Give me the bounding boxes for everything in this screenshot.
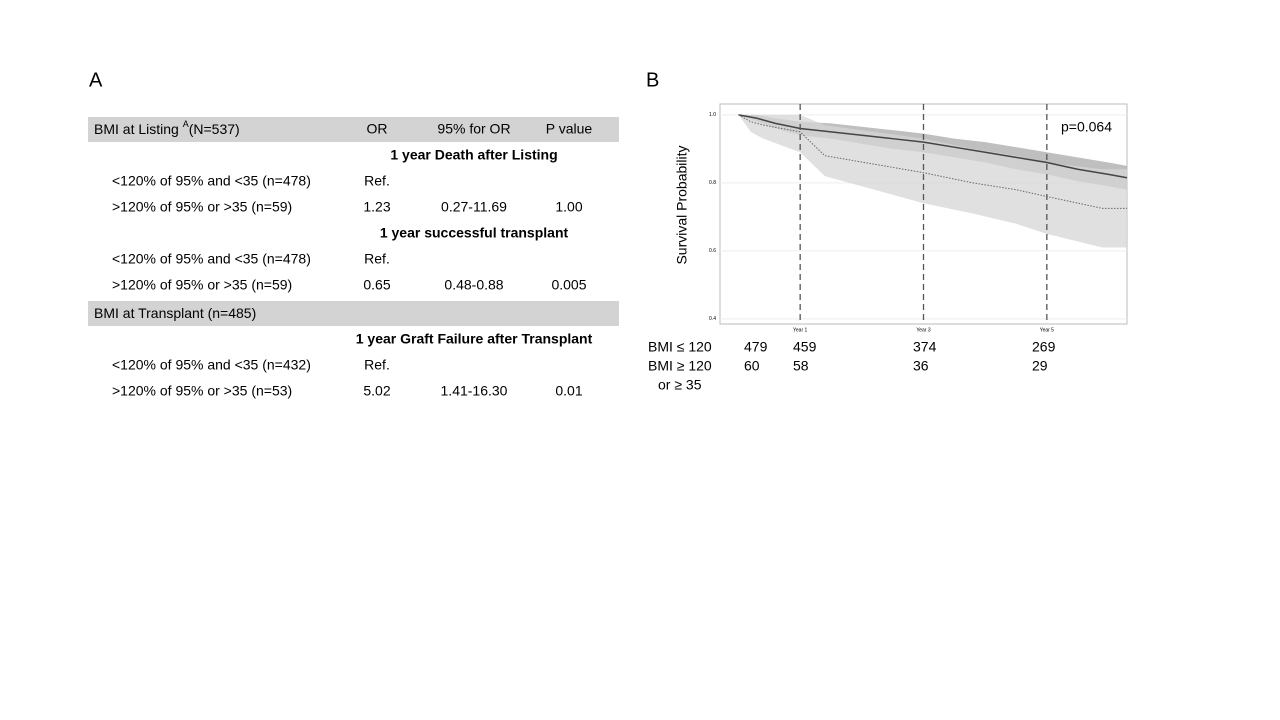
- survival-curve: [738, 114, 1128, 179]
- section-title: 1 year successful transplant: [380, 225, 569, 241]
- at-risk-count: 60: [744, 358, 760, 374]
- group-title-text: BMI at Transplant (n=485): [94, 305, 256, 321]
- at-risk-label: BMI ≤ 120: [648, 339, 712, 355]
- row-label: <120% of 95% and <35 (n=478): [112, 251, 311, 267]
- cell: 1.23: [363, 199, 390, 215]
- row-label: <120% of 95% and <35 (n=432): [112, 357, 311, 373]
- cell: Ref.: [364, 357, 390, 373]
- group-title: BMI at Listing A(N=537): [94, 119, 240, 136]
- superscript: A: [183, 119, 189, 129]
- x-tick-label: Year 1: [793, 327, 807, 333]
- y-tick-label: 0.8: [709, 180, 716, 186]
- cell: 0.65: [363, 277, 390, 293]
- cell: Ref.: [364, 173, 390, 189]
- y-tick-label: 0.4: [709, 316, 716, 322]
- x-tick-label: Year 5: [1040, 327, 1054, 333]
- at-risk-label: or ≥ 35: [658, 377, 702, 393]
- group-title-text: BMI at Listing: [94, 121, 183, 137]
- cell: 1.41-16.30: [441, 383, 508, 399]
- section-title: 1 year Death after Listing: [390, 147, 557, 163]
- annotation: p=0.064: [1061, 119, 1112, 135]
- section-title: 1 year Graft Failure after Transplant: [356, 331, 593, 347]
- at-risk-count: 374: [913, 339, 937, 355]
- row-label: >120% of 95% or >35 (n=59): [112, 277, 292, 293]
- header-row: [88, 117, 619, 142]
- survival-curve: [738, 114, 1127, 209]
- at-risk-count: 36: [913, 358, 929, 374]
- header-row: [88, 301, 619, 326]
- group-count: (N=537): [189, 121, 240, 137]
- column-header: OR: [367, 121, 388, 137]
- at-risk-count: 29: [1032, 358, 1048, 374]
- cell: 0.01: [555, 383, 582, 399]
- cell: 0.27-11.69: [441, 199, 507, 215]
- cell: 5.02: [363, 383, 390, 399]
- at-risk-count: 58: [793, 358, 809, 374]
- confidence-band: [738, 114, 1127, 248]
- cell: Ref.: [364, 251, 390, 267]
- row-label: >120% of 95% or >35 (n=53): [112, 383, 292, 399]
- column-header: P value: [546, 121, 593, 137]
- at-risk-count: 459: [793, 339, 817, 355]
- cell: 1.00: [555, 199, 582, 215]
- panel-label: A: [89, 69, 103, 91]
- cell: 0.48-0.88: [444, 277, 503, 293]
- at-risk-count: 479: [744, 339, 768, 355]
- cell: 0.005: [551, 277, 586, 293]
- row-label: <120% of 95% and <35 (n=478): [112, 173, 311, 189]
- at-risk-count: 269: [1032, 339, 1056, 355]
- y-tick-label: 0.6: [709, 248, 716, 254]
- row-label: >120% of 95% or >35 (n=59): [112, 199, 292, 215]
- y-tick-label: 1.0: [709, 112, 716, 118]
- x-tick-label: Year 3: [916, 327, 930, 333]
- column-header: 95% for OR: [437, 121, 510, 137]
- group-title: BMI at Transplant (n=485): [94, 305, 256, 321]
- panel-label: B: [646, 69, 659, 91]
- y-axis-label: Survival Probability: [674, 145, 690, 264]
- at-risk-label: BMI ≥ 120: [648, 358, 712, 374]
